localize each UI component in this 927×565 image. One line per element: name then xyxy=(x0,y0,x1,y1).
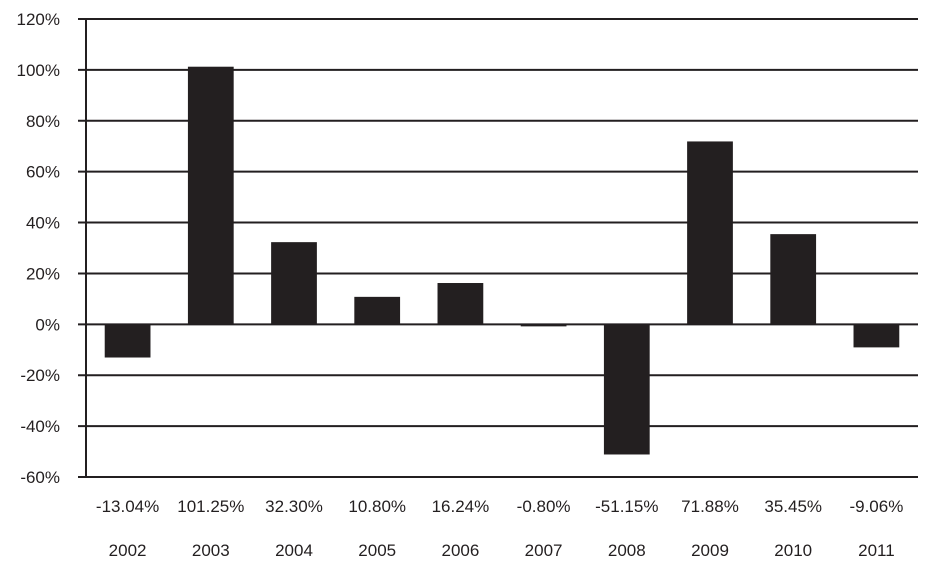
y-tick-label: 60% xyxy=(26,163,60,182)
bar-2011 xyxy=(853,324,900,348)
bar-2006 xyxy=(437,283,484,325)
value-label: -0.80% xyxy=(517,497,571,516)
category-labels: 2002 2003 2004 2005 2006 2007 2008 2009 2010 2011 xyxy=(109,541,895,560)
category-label: 2010 xyxy=(774,541,812,560)
category-label: 2003 xyxy=(192,541,230,560)
y-tick-label: 20% xyxy=(26,264,60,283)
y-tick-label: 40% xyxy=(26,214,60,233)
bar-2008 xyxy=(603,324,650,455)
value-label: 35.45% xyxy=(764,497,822,516)
category-label: 2009 xyxy=(691,541,729,560)
bar-2010 xyxy=(770,234,817,325)
value-label: 32.30% xyxy=(265,497,323,516)
category-label: 2008 xyxy=(608,541,646,560)
category-label: 2005 xyxy=(358,541,396,560)
value-label: 71.88% xyxy=(681,497,739,516)
category-label: 2011 xyxy=(858,541,895,560)
y-tick-label: 100% xyxy=(17,61,60,80)
y-tick-label: 80% xyxy=(26,112,60,131)
bar-2004 xyxy=(271,242,317,325)
y-tick-label: -20% xyxy=(20,366,60,385)
bar-2003 xyxy=(187,66,234,325)
bar-2007 xyxy=(520,324,567,327)
bar-2002 xyxy=(104,324,151,358)
bar-2005 xyxy=(354,296,401,325)
value-label: -51.15% xyxy=(595,497,658,516)
y-tick-label: -60% xyxy=(20,468,60,487)
y-tick-label: -40% xyxy=(20,417,60,436)
bar-2009 xyxy=(687,141,733,325)
category-label: 2006 xyxy=(441,541,479,560)
value-label: 101.25% xyxy=(177,497,244,516)
y-tick-label: 120% xyxy=(17,10,60,29)
value-label: 10.80% xyxy=(348,497,406,516)
bars-layer xyxy=(104,66,900,455)
category-label: 2007 xyxy=(525,541,563,560)
category-label: 2002 xyxy=(109,541,147,560)
category-label: 2004 xyxy=(275,541,313,560)
value-label: -13.04% xyxy=(96,497,159,516)
value-label: 16.24% xyxy=(432,497,490,516)
y-tick-labels: -60% -40% -20% 0% 20% 40% 60% 80% 100% 120% xyxy=(17,10,60,487)
y-tick-label: 0% xyxy=(35,315,60,334)
value-label: -9.06% xyxy=(849,497,903,516)
value-labels: -13.04% 101.25% 32.30% 10.80% 16.24% -0.80% -5… xyxy=(96,497,903,516)
